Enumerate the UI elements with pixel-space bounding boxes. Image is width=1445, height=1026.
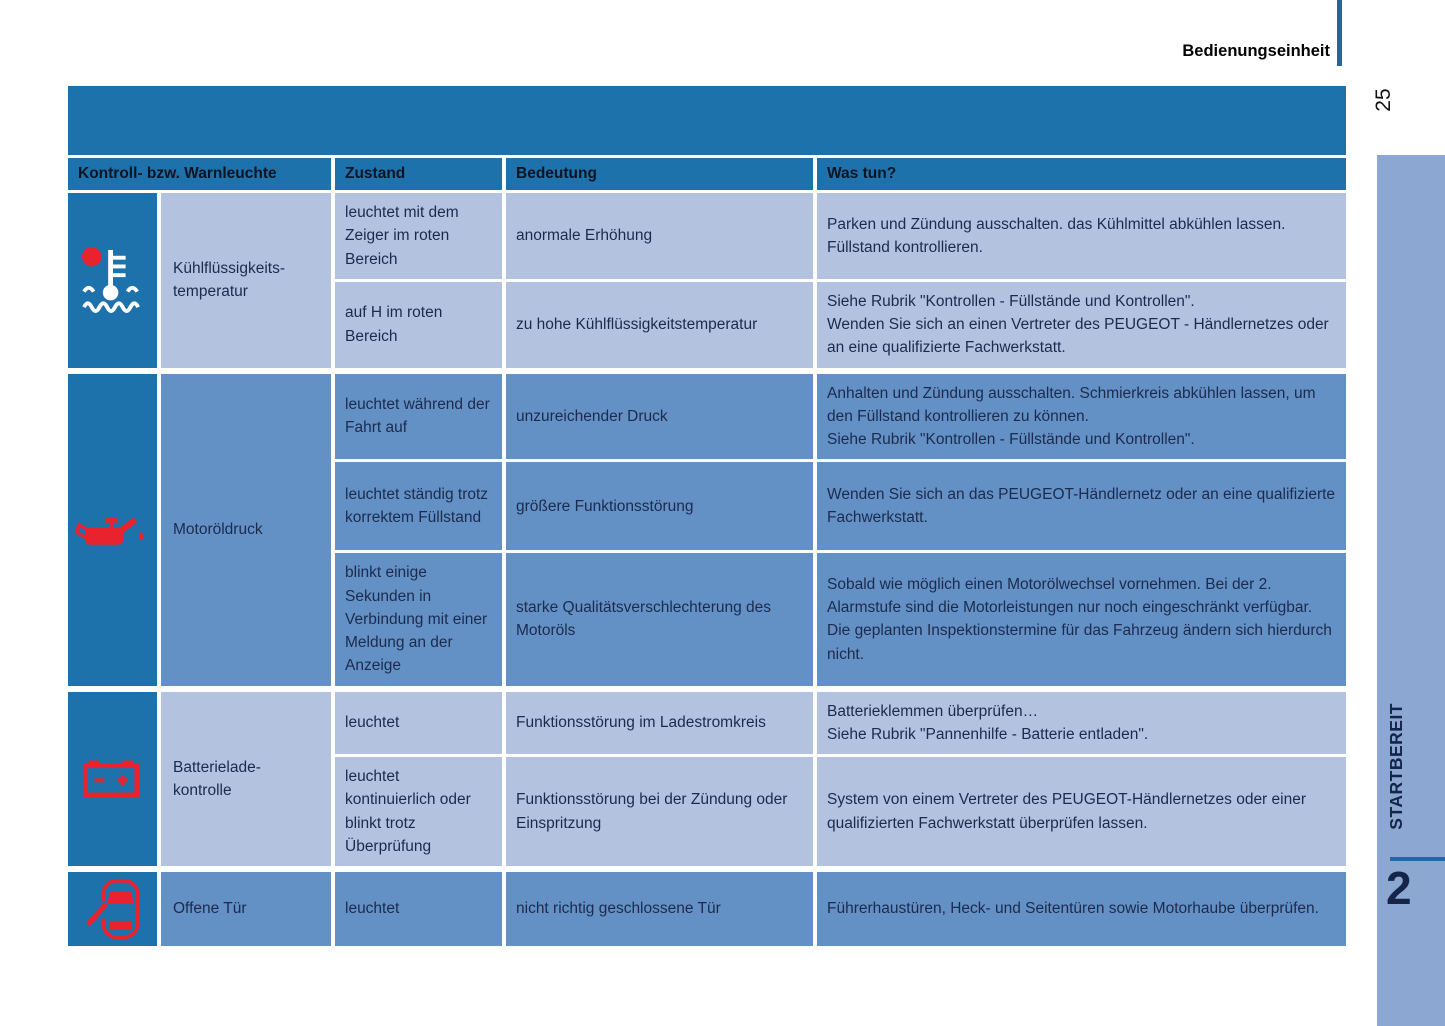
group-rows: leuchtet Funktionsstörung im Ladestromkr… [335,691,1346,866]
icon-cell [68,193,157,368]
bedeutung-cell: nicht richtig geschlossene Tür [506,872,813,946]
was-tun-cell: Führerhaustüren, Heck- und Seitentüren s… [817,872,1346,946]
was-tun-cell: Batterieklemmen überprüfen… Siehe Rubrik… [817,691,1346,754]
warning-light-name: Motoröldruck [161,373,331,686]
table-row: leuchtet Funktionsstörung im Ladestromkr… [335,691,1346,754]
bedeutung-cell: anormale Erhöhung [506,193,813,279]
chapter-sidebar: STARTBEREIT 2 [1377,155,1445,1026]
warning-light-name: Kühlflüssigkeits- temperatur [161,193,331,368]
group-rows: leuchtet nicht richtig geschlossene Tür … [335,872,1346,946]
chapter-number: 2 [1386,862,1412,914]
column-header-bedeutung: Bedeutung [506,158,813,190]
icon-cell [68,373,157,686]
table-row: leuchtet ständig trotz korrektem Füllsta… [335,462,1346,551]
table-group-battery: Batterielade- kontrolle leuchtet Funktio… [68,691,1346,866]
bedeutung-cell: unzureichender Druck [506,373,813,460]
open-door-warning-icon [86,878,139,940]
table-row: blinkt einige Sekunden in Verbindung mit… [335,553,1346,686]
was-tun-cell: Parken und Zündung ausschalten. das Kühl… [817,193,1346,279]
column-header-warnleuchte: Kontroll- bzw. Warnleuchte [68,158,331,190]
zustand-cell: leuchtet während der Fahrt auf [335,373,502,460]
was-tun-cell: Wenden Sie sich an das PEUGEOT-Händlerne… [817,462,1346,551]
section-title: Bedienungseinheit [1182,42,1330,60]
group-rows: leuchtet mit dem Zeiger im roten Bereich… [335,193,1346,368]
warning-light-name: Batterielade- kontrolle [161,691,331,866]
table-group-oil-pressure: Motoröldruck leuchtet während der Fahrt … [68,373,1346,686]
battery-charge-warning-icon [82,760,139,797]
table-group-coolant: Kühlflüssigkeits- temperatur leuchtet mi… [68,193,1346,368]
zustand-cell: leuchtet ständig trotz korrektem Füllsta… [335,462,502,551]
icon-cell [68,691,157,866]
zustand-cell: leuchtet kontinuierlich oder blinkt trot… [335,757,502,866]
table-title-band [68,86,1346,155]
bedeutung-cell: Funktionsstörung im Ladestromkreis [506,691,813,754]
was-tun-cell: Anhalten und Zündung ausschalten. Schmie… [817,373,1346,460]
was-tun-cell: Siehe Rubrik "Kontrollen - Füllstände un… [817,281,1346,368]
table-row: leuchtet mit dem Zeiger im roten Bereich… [335,193,1346,279]
table-row: auf H im roten Bereich zu hohe Kühlflüss… [335,281,1346,368]
table-row: leuchtet während der Fahrt auf unzureich… [335,373,1346,460]
zustand-cell: blinkt einige Sekunden in Verbindung mit… [335,553,502,686]
group-rows: leuchtet während der Fahrt auf unzureich… [335,373,1346,686]
was-tun-cell: System von einem Vertreter des PEUGEOT-H… [817,757,1346,866]
bedeutung-cell: größere Funktionsstörung [506,462,813,551]
icon-cell [68,872,157,946]
bedeutung-cell: Funktionsstörung bei der Zündung oder Ei… [506,757,813,866]
chapter-title: STARTBEREIT [1386,703,1406,830]
table-group-open-door: Offene Tür leuchtet nicht richtig geschl… [68,872,1346,946]
column-header-was-tun: Was tun? [817,158,1346,190]
table-row: leuchtet kontinuierlich oder blinkt trot… [335,757,1346,866]
warning-lights-table: Kontroll- bzw. Warnleuchte Zustand Bedeu… [68,86,1346,952]
warning-light-name: Offene Tür [161,872,331,946]
was-tun-cell: Sobald wie möglich einen Motorölwechsel … [817,553,1346,686]
zustand-cell: leuchtet mit dem Zeiger im roten Bereich [335,193,502,279]
bedeutung-cell: zu hohe Kühlflüssigkeitstemperatur [506,281,813,368]
page-number: 25 [1372,88,1395,112]
engine-oil-pressure-warning-icon [75,516,143,545]
zustand-cell: leuchtet [335,872,502,946]
column-header-zustand: Zustand [335,158,502,190]
zustand-cell: leuchtet [335,691,502,754]
coolant-temperature-warning-icon [81,247,140,314]
zustand-cell: auf H im roten Bereich [335,281,502,368]
table-header-row: Kontroll- bzw. Warnleuchte Zustand Bedeu… [68,158,1346,190]
table-row: leuchtet nicht richtig geschlossene Tür … [335,872,1346,946]
header-accent-bar [1337,0,1342,66]
bedeutung-cell: starke Qualitätsverschlechterung des Mot… [506,553,813,686]
sidebar-divider [1390,857,1445,861]
